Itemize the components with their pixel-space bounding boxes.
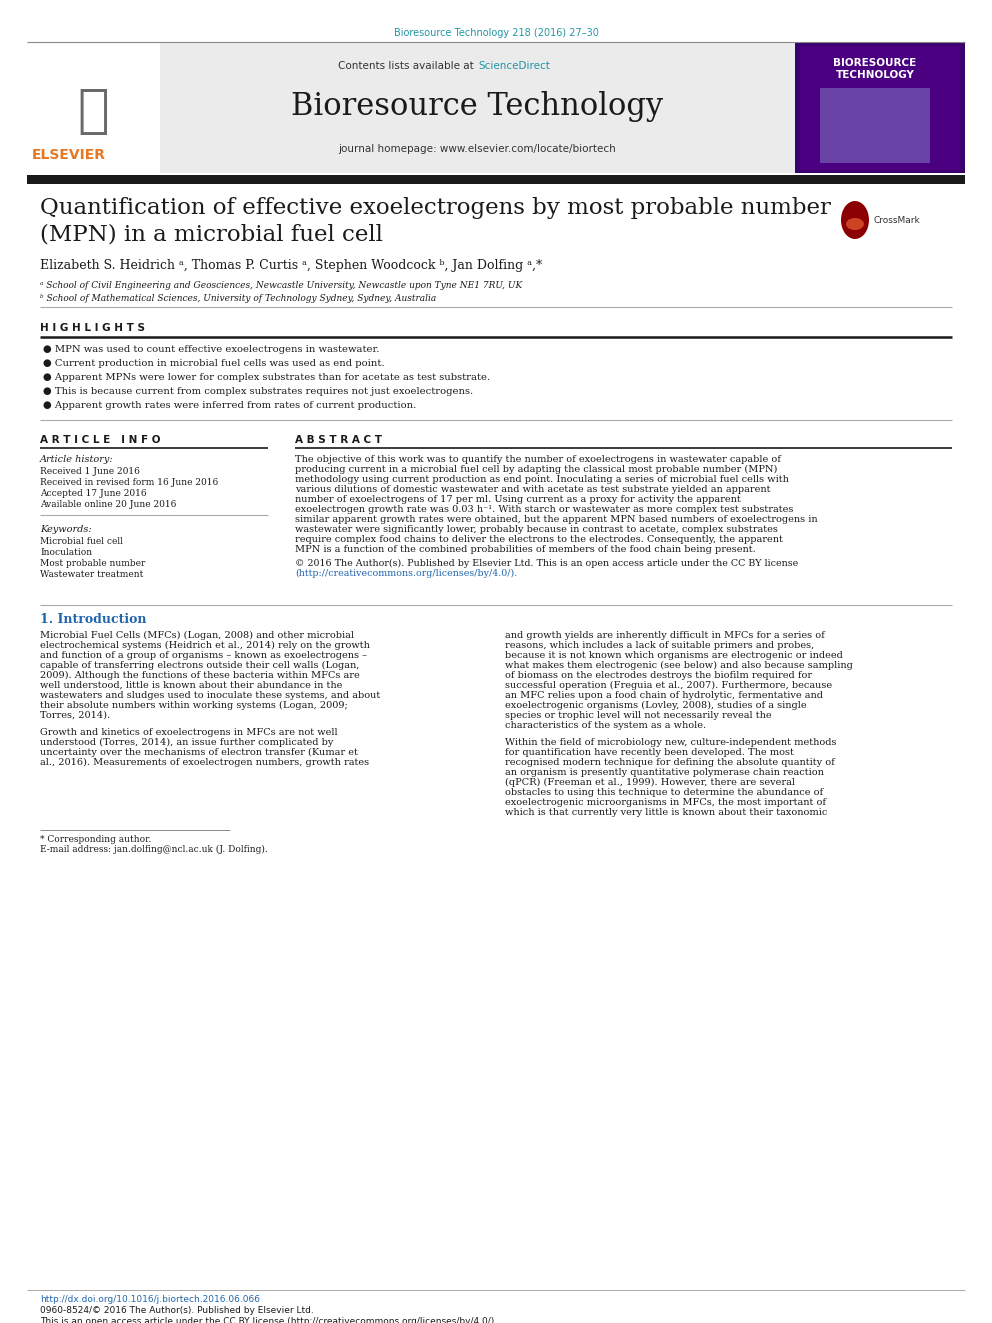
Text: ● Apparent MPNs were lower for complex substrates than for acetate as test subst: ● Apparent MPNs were lower for complex s… xyxy=(43,373,490,382)
Text: Bioresource Technology: Bioresource Technology xyxy=(291,91,663,122)
Text: of biomass on the electrodes destroys the biofilm required for: of biomass on the electrodes destroys th… xyxy=(505,671,812,680)
Text: al., 2016). Measurements of exoelectrogen numbers, growth rates: al., 2016). Measurements of exoelectroge… xyxy=(40,758,369,767)
Text: ● MPN was used to count effective exoelectrogens in wastewater.: ● MPN was used to count effective exoele… xyxy=(43,345,379,355)
Text: * Corresponding author.: * Corresponding author. xyxy=(40,835,152,844)
Text: © 2016 The Author(s). Published by Elsevier Ltd. This is an open access article : © 2016 The Author(s). Published by Elsev… xyxy=(295,560,799,568)
Text: capable of transferring electrons outside their cell walls (Logan,: capable of transferring electrons outsid… xyxy=(40,662,359,671)
Text: 1. Introduction: 1. Introduction xyxy=(40,613,147,626)
Text: exoelectrogen growth rate was 0.03 h⁻¹. With starch or wastewater as more comple: exoelectrogen growth rate was 0.03 h⁻¹. … xyxy=(295,505,794,515)
Text: Torres, 2014).: Torres, 2014). xyxy=(40,710,110,720)
Text: because it is not known which organisms are electrogenic or indeed: because it is not known which organisms … xyxy=(505,651,843,660)
Bar xyxy=(800,46,960,169)
Text: Microbial Fuel Cells (MFCs) (Logan, 2008) and other microbial: Microbial Fuel Cells (MFCs) (Logan, 2008… xyxy=(40,631,354,640)
Bar xyxy=(27,44,160,173)
Text: number of exoelectrogens of 17 per ml. Using current as a proxy for activity the: number of exoelectrogens of 17 per ml. U… xyxy=(295,495,741,504)
Text: Growth and kinetics of exoelectrogens in MFCs are not well: Growth and kinetics of exoelectrogens in… xyxy=(40,728,337,737)
Text: for quantification have recently been developed. The most: for quantification have recently been de… xyxy=(505,747,794,757)
Text: an MFC relies upon a food chain of hydrolytic, fermentative and: an MFC relies upon a food chain of hydro… xyxy=(505,691,823,700)
Text: obstacles to using this technique to determine the abundance of: obstacles to using this technique to det… xyxy=(505,789,823,796)
Text: 0960-8524/© 2016 The Author(s). Published by Elsevier Ltd.: 0960-8524/© 2016 The Author(s). Publishe… xyxy=(40,1306,313,1315)
Text: Available online 20 June 2016: Available online 20 June 2016 xyxy=(40,500,177,509)
Text: Accepted 17 June 2016: Accepted 17 June 2016 xyxy=(40,490,147,497)
Text: Article history:: Article history: xyxy=(40,455,114,464)
Bar xyxy=(27,175,965,184)
Text: ELSEVIER: ELSEVIER xyxy=(32,148,106,161)
Text: various dilutions of domestic wastewater and with acetate as test substrate yiel: various dilutions of domestic wastewater… xyxy=(295,486,771,493)
Text: Quantification of effective exoelectrogens by most probable number: Quantification of effective exoelectroge… xyxy=(40,197,831,220)
Text: and growth yields are inherently difficult in MFCs for a series of: and growth yields are inherently difficu… xyxy=(505,631,824,640)
Text: BIORESOURCE: BIORESOURCE xyxy=(833,58,917,67)
Text: 🌳: 🌳 xyxy=(77,85,109,138)
Text: an organism is presently quantitative polymerase chain reaction: an organism is presently quantitative po… xyxy=(505,767,824,777)
Text: This is an open access article under the CC BY license (http://creativecommons.o: This is an open access article under the… xyxy=(40,1316,497,1323)
Text: Keywords:: Keywords: xyxy=(40,525,91,534)
Text: Received in revised form 16 June 2016: Received in revised form 16 June 2016 xyxy=(40,478,218,487)
Text: their absolute numbers within working systems (Logan, 2009;: their absolute numbers within working sy… xyxy=(40,701,348,710)
Text: exoelectrogenic organisms (Lovley, 2008), studies of a single: exoelectrogenic organisms (Lovley, 2008)… xyxy=(505,701,806,710)
Text: The objective of this work was to quantify the number of exoelectrogens in waste: The objective of this work was to quanti… xyxy=(295,455,781,464)
Text: A B S T R A C T: A B S T R A C T xyxy=(295,435,382,445)
Text: Within the field of microbiology new, culture-independent methods: Within the field of microbiology new, cu… xyxy=(505,738,836,747)
Text: (qPCR) (Freeman et al., 1999). However, there are several: (qPCR) (Freeman et al., 1999). However, … xyxy=(505,778,795,787)
Text: 2009). Although the functions of these bacteria within MFCs are: 2009). Although the functions of these b… xyxy=(40,671,360,680)
Text: require complex food chains to deliver the electrons to the electrodes. Conseque: require complex food chains to deliver t… xyxy=(295,534,783,544)
Text: A R T I C L E   I N F O: A R T I C L E I N F O xyxy=(40,435,161,445)
Text: Received 1 June 2016: Received 1 June 2016 xyxy=(40,467,140,476)
Text: TECHNOLOGY: TECHNOLOGY xyxy=(835,70,915,79)
Bar xyxy=(795,44,965,173)
Text: ● This is because current from complex substrates requires not just exoelectroge: ● This is because current from complex s… xyxy=(43,388,473,396)
Text: and function of a group of organisms – known as exoelectrogens –: and function of a group of organisms – k… xyxy=(40,651,367,660)
Bar xyxy=(160,44,795,173)
Ellipse shape xyxy=(846,218,864,230)
Text: E-mail address: jan.dolfing@ncl.ac.uk (J. Dolfing).: E-mail address: jan.dolfing@ncl.ac.uk (J… xyxy=(40,845,268,855)
Text: wastewaters and sludges used to inoculate these systems, and about: wastewaters and sludges used to inoculat… xyxy=(40,691,380,700)
Text: Bioresource Technology 218 (2016) 27–30: Bioresource Technology 218 (2016) 27–30 xyxy=(394,28,598,38)
Text: ᵇ School of Mathematical Sciences, University of Technology Sydney, Sydney, Aust: ᵇ School of Mathematical Sciences, Unive… xyxy=(40,294,436,303)
Text: successful operation (Freguia et al., 2007). Furthermore, because: successful operation (Freguia et al., 20… xyxy=(505,681,832,691)
Text: characteristics of the system as a whole.: characteristics of the system as a whole… xyxy=(505,721,706,730)
Text: recognised modern technique for defining the absolute quantity of: recognised modern technique for defining… xyxy=(505,758,834,767)
Text: what makes them electrogenic (see below) and also because sampling: what makes them electrogenic (see below)… xyxy=(505,662,853,671)
Text: ᵃ School of Civil Engineering and Geosciences, Newcastle University, Newcastle u: ᵃ School of Civil Engineering and Geosci… xyxy=(40,280,522,290)
Text: similar apparent growth rates were obtained, but the apparent MPN based numbers : similar apparent growth rates were obtai… xyxy=(295,515,817,524)
Text: producing current in a microbial fuel cell by adapting the classical most probab: producing current in a microbial fuel ce… xyxy=(295,464,778,474)
Text: electrochemical systems (Heidrich et al., 2014) rely on the growth: electrochemical systems (Heidrich et al.… xyxy=(40,642,370,650)
Text: ● Current production in microbial fuel cells was used as end point.: ● Current production in microbial fuel c… xyxy=(43,359,385,368)
Text: Most probable number: Most probable number xyxy=(40,560,146,568)
Bar xyxy=(820,89,930,163)
Text: wastewater were significantly lower, probably because in contrast to acetate, co: wastewater were significantly lower, pro… xyxy=(295,525,778,534)
Text: which is that currently very little is known about their taxonomic: which is that currently very little is k… xyxy=(505,808,827,818)
Text: Contents lists available at: Contents lists available at xyxy=(338,61,477,71)
Text: understood (Torres, 2014), an issue further complicated by: understood (Torres, 2014), an issue furt… xyxy=(40,738,333,747)
Text: ● Apparent growth rates were inferred from rates of current production.: ● Apparent growth rates were inferred fr… xyxy=(43,401,417,410)
Text: exoelectrogenic microorganisms in MFCs, the most important of: exoelectrogenic microorganisms in MFCs, … xyxy=(505,798,826,807)
Text: H I G H L I G H T S: H I G H L I G H T S xyxy=(40,323,145,333)
Ellipse shape xyxy=(841,201,869,239)
Text: Elizabeth S. Heidrich ᵃ, Thomas P. Curtis ᵃ, Stephen Woodcock ᵇ, Jan Dolfing ᵃ,*: Elizabeth S. Heidrich ᵃ, Thomas P. Curti… xyxy=(40,259,543,273)
Text: (MPN) in a microbial fuel cell: (MPN) in a microbial fuel cell xyxy=(40,224,383,245)
Text: (http://creativecommons.org/licenses/by/4.0/).: (http://creativecommons.org/licenses/by/… xyxy=(295,569,517,578)
Text: Microbial fuel cell: Microbial fuel cell xyxy=(40,537,123,546)
Text: journal homepage: www.elsevier.com/locate/biortech: journal homepage: www.elsevier.com/locat… xyxy=(338,144,616,153)
Text: MPN is a function of the combined probabilities of members of the food chain bei: MPN is a function of the combined probab… xyxy=(295,545,756,554)
Text: reasons, which includes a lack of suitable primers and probes,: reasons, which includes a lack of suitab… xyxy=(505,642,814,650)
Text: CrossMark: CrossMark xyxy=(873,216,920,225)
Text: species or trophic level will not necessarily reveal the: species or trophic level will not necess… xyxy=(505,710,772,720)
Text: Inoculation: Inoculation xyxy=(40,548,92,557)
Text: Wastewater treatment: Wastewater treatment xyxy=(40,570,144,579)
Text: uncertainty over the mechanisms of electron transfer (Kumar et: uncertainty over the mechanisms of elect… xyxy=(40,747,358,757)
Text: ScienceDirect: ScienceDirect xyxy=(478,61,550,71)
Text: http://dx.doi.org/10.1016/j.biortech.2016.06.066: http://dx.doi.org/10.1016/j.biortech.201… xyxy=(40,1295,260,1304)
Text: methodology using current production as end point. Inoculating a series of micro: methodology using current production as … xyxy=(295,475,789,484)
Text: well understood, little is known about their abundance in the: well understood, little is known about t… xyxy=(40,681,342,691)
